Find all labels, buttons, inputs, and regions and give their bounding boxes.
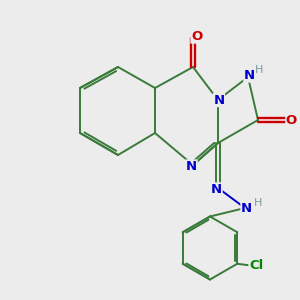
- Text: N: N: [241, 202, 252, 214]
- Text: N: N: [244, 69, 255, 82]
- Text: N: N: [186, 160, 197, 173]
- Text: H: H: [254, 198, 262, 208]
- Text: N: N: [213, 94, 224, 106]
- Text: O: O: [191, 30, 202, 43]
- Text: H: H: [255, 65, 264, 75]
- Text: O: O: [286, 113, 297, 127]
- Text: N: N: [211, 183, 222, 196]
- Text: Cl: Cl: [249, 259, 263, 272]
